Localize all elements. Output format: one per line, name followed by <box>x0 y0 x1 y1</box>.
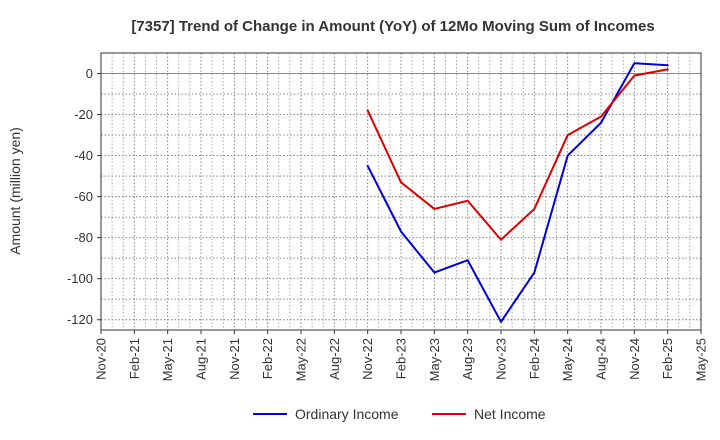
data-point <box>400 230 402 233</box>
x-tick-label: Aug-22 <box>327 338 342 380</box>
y-tick-label: -120 <box>67 312 93 327</box>
legend: Ordinary Income Net Income <box>253 406 546 422</box>
data-point <box>600 115 602 118</box>
y-tick-label: 0 <box>86 66 93 81</box>
x-tick-label: Nov-22 <box>360 338 375 380</box>
x-tick-label: Nov-21 <box>227 338 242 380</box>
data-point <box>400 181 402 184</box>
data-point <box>366 109 369 112</box>
x-tick-label: Feb-25 <box>660 338 675 379</box>
x-tick-label: Aug-23 <box>460 338 475 380</box>
y-tick-label: -100 <box>67 271 93 286</box>
y-tick-label: -20 <box>74 107 93 122</box>
y-tick-label: -60 <box>74 189 93 204</box>
series-line-0 <box>366 62 669 323</box>
y-axis-label: Amount (million yen) <box>7 127 23 255</box>
x-tick-label: Feb-23 <box>394 338 409 379</box>
data-point <box>633 62 636 65</box>
x-tick-label: May-24 <box>560 338 575 381</box>
legend-label: Net Income <box>474 406 546 422</box>
x-tick-label: May-21 <box>160 338 175 381</box>
data-point <box>433 271 436 274</box>
data-point <box>466 199 469 202</box>
data-point <box>500 320 502 323</box>
data-point <box>533 271 536 274</box>
x-tick-label: May-22 <box>294 338 309 381</box>
data-point <box>466 259 469 262</box>
data-point <box>533 207 536 210</box>
x-tick-label: Feb-22 <box>260 338 275 379</box>
x-tick-label: Nov-20 <box>94 338 109 380</box>
data-point <box>600 121 602 124</box>
data-point <box>666 68 669 71</box>
data-point <box>566 134 569 137</box>
y-tick-label: -40 <box>74 148 93 163</box>
data-point <box>633 74 636 77</box>
x-tick-label: Aug-24 <box>594 338 609 380</box>
series-line-1 <box>366 68 669 241</box>
x-tick-label: May-23 <box>427 338 442 381</box>
x-tick-label: Feb-24 <box>527 338 542 379</box>
data-point <box>566 154 569 157</box>
data-point <box>366 164 369 167</box>
legend-label: Ordinary Income <box>295 406 399 422</box>
x-tick-label: Feb-21 <box>127 338 142 379</box>
x-tick-label: Nov-24 <box>627 338 642 380</box>
data-point <box>666 64 669 67</box>
x-tick-label: Nov-23 <box>494 338 509 380</box>
chart-title: [7357] Trend of Change in Amount (YoY) o… <box>131 18 654 35</box>
x-tick-label: May-25 <box>694 338 709 381</box>
y-tick-label: -80 <box>74 230 93 245</box>
data-point <box>500 238 502 241</box>
x-tick-label: Aug-21 <box>194 338 209 380</box>
data-point <box>433 207 436 210</box>
